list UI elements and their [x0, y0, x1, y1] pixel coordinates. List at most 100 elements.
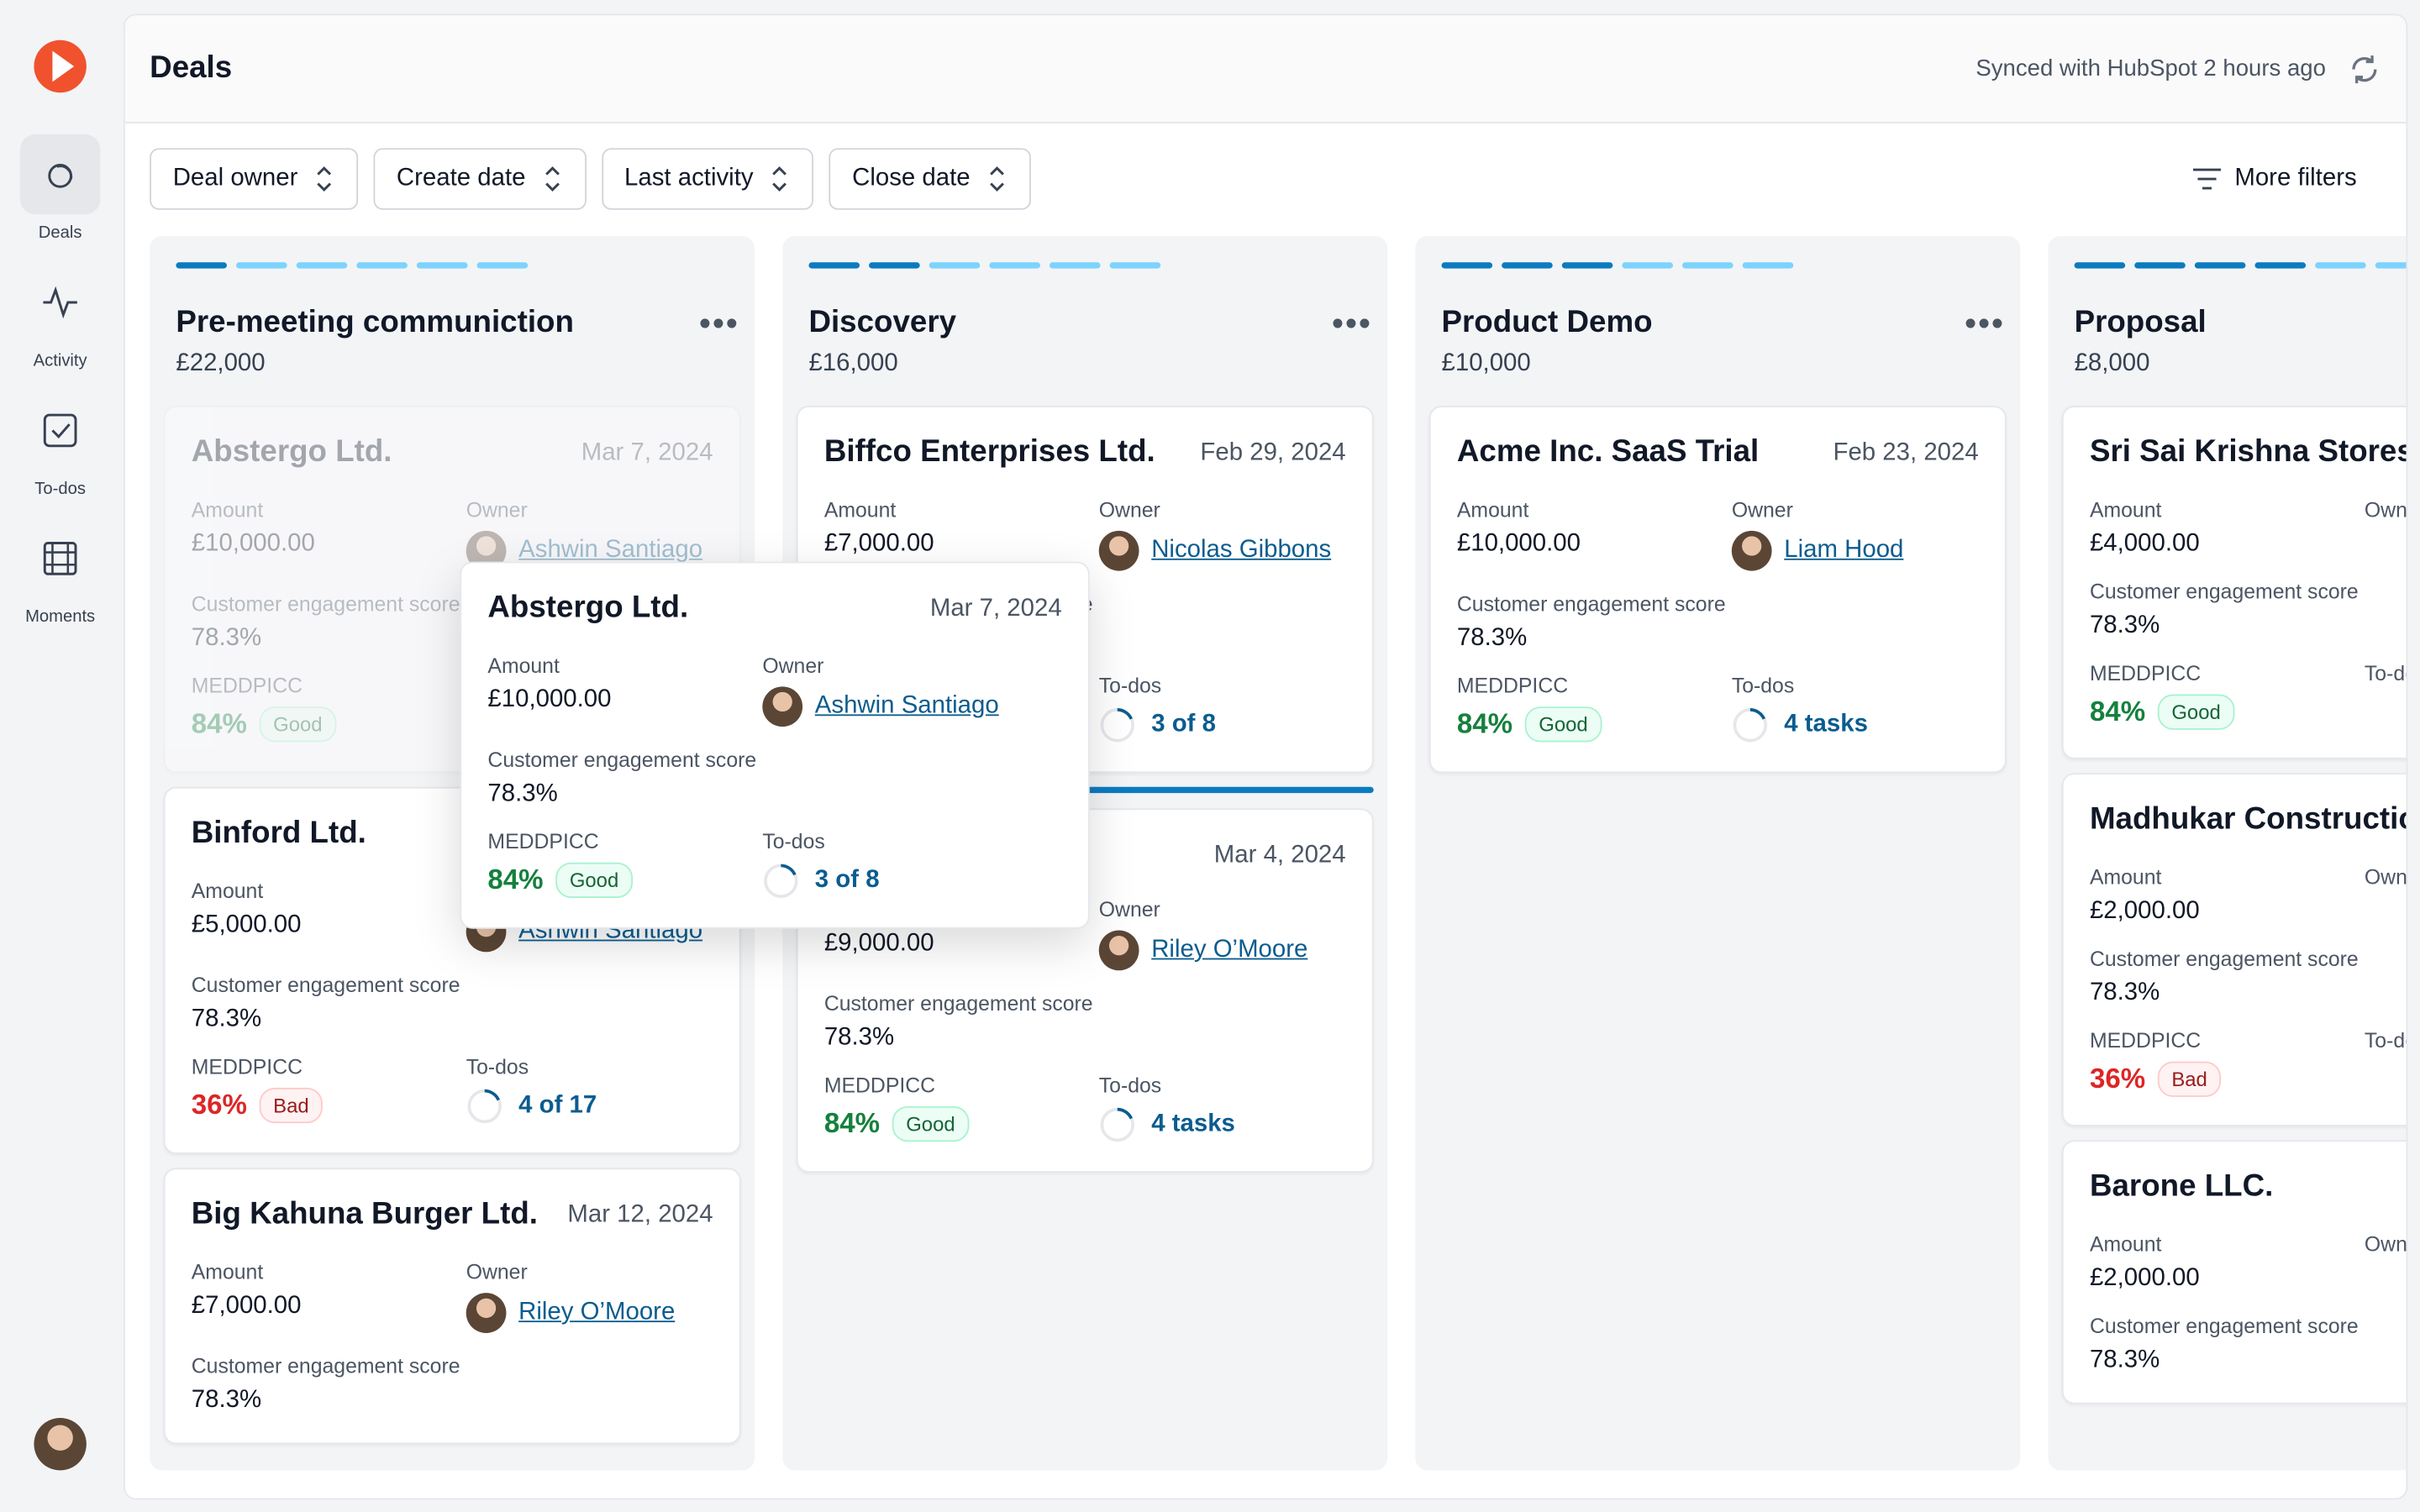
- progress-segment: [2194, 262, 2246, 269]
- todos[interactable]: 4 of 17: [466, 1088, 713, 1125]
- pipeline-column: Proposal £8,000 Sri Sai Krishna Stores Amou…: [2048, 236, 2408, 1471]
- stage-progress: [782, 236, 1387, 269]
- field-label: Amount: [823, 498, 897, 522]
- card-header: Mar 4, 2024: [824, 837, 1346, 870]
- deal-name: Madhukar Construction Needs: [2089, 802, 2407, 837]
- progress-segment: [2315, 262, 2366, 269]
- deal-name: Sri Sai Krishna Stores: [2089, 434, 2408, 470]
- icon: [1100, 708, 1135, 743]
- nav-item[interactable]: Moments: [0, 518, 120, 627]
- filter-button[interactable]: Create date: [373, 148, 587, 210]
- field: Amount £10,000.00: [1457, 498, 1732, 570]
- deal-card[interactable]: Madhukar Construction Needs Amount £2,000.…: [2061, 773, 2407, 1126]
- meddpicc: 36% Bad: [192, 1087, 466, 1124]
- todos[interactable]: 3 of 8: [762, 863, 1061, 900]
- card-header: Madhukar Construction Needs: [2090, 802, 2407, 837]
- progress-segment: [1742, 262, 1794, 269]
- deal-card[interactable]: Acme Inc. SaaS Trial Feb 23, 2024 Amount £1…: [1428, 406, 2007, 774]
- field-label: Amount: [2089, 865, 2162, 889]
- owner-avatar: [1731, 530, 1772, 571]
- dragged-card[interactable]: Abstergo Ltd. Mar 7, 2024 Amount £10,000.00…: [460, 561, 1090, 929]
- owner: Ashwin Santiago: [762, 686, 1061, 727]
- more-filters-label: More filters: [2234, 165, 2357, 192]
- page-title: Deals: [150, 50, 233, 86]
- field-label: Amount: [2089, 1232, 2162, 1257]
- todos[interactable]: 4 tasks: [1732, 706, 1979, 743]
- owner-link[interactable]: Riley O’Moore: [1151, 936, 1308, 963]
- filter-button[interactable]: Last activity: [601, 148, 814, 210]
- filter-button[interactable]: Close date: [829, 148, 1031, 210]
- field: Amount £10,000.00: [192, 498, 466, 570]
- card-header: Acme Inc. SaaS Trial Feb 23, 2024: [1457, 435, 1979, 470]
- filter-button[interactable]: Deal owner: [150, 148, 359, 210]
- nav-icon: [20, 262, 101, 343]
- field-label: Owner: [466, 1260, 528, 1284]
- engagement-score: 78.3%: [2089, 979, 2160, 1006]
- todos[interactable]: 3 of 8: [1099, 706, 1346, 743]
- meddpicc-score: 84%: [2089, 696, 2146, 727]
- deal-date: Mar 7, 2024: [929, 595, 1062, 622]
- deal-fields: Amount £2,000.00 Owner Customer engagement …: [2090, 1233, 2407, 1375]
- column-menu[interactable]: •••: [1331, 303, 1372, 343]
- nav-item[interactable]: To-dos: [0, 391, 120, 498]
- progress-segment: [356, 262, 408, 269]
- progress-segment: [1502, 262, 1553, 269]
- column-title: Proposal: [2074, 305, 2207, 340]
- deal-date: Mar 12, 2024: [567, 1201, 713, 1229]
- field: Owner Ashwin Santiago: [762, 654, 1061, 727]
- column-menu[interactable]: •••: [1964, 303, 2005, 343]
- meddpicc: 84% Good: [2089, 694, 2365, 730]
- owner-link[interactable]: Liam Hood: [1784, 537, 1904, 564]
- column-menu[interactable]: •••: [698, 303, 739, 343]
- user-avatar[interactable]: [34, 1417, 87, 1471]
- progress-segment: [1049, 262, 1101, 269]
- more-filters[interactable]: More filters: [2191, 148, 2381, 209]
- owner: Riley O’Moore: [466, 1293, 713, 1333]
- deal-card[interactable]: Big Kahuna Burger Ltd. Mar 12, 2024 Amount…: [163, 1168, 741, 1445]
- field-label: Owner: [1098, 897, 1160, 921]
- field: To-dos 3 of 8: [762, 830, 1061, 900]
- deal-fields: Amount £7,000.00 Owner Riley O’Moore Custome…: [192, 1261, 713, 1415]
- field: Owner: [2365, 498, 2407, 559]
- progress-segment: [236, 262, 287, 269]
- owner-link[interactable]: Nicolas Gibbons: [1151, 537, 1332, 564]
- progress-segment: [869, 262, 920, 269]
- deal-date: Mar 4, 2024: [1213, 842, 1346, 869]
- deal-fields: Amount £4,000.00 Owner Customer engagement …: [2089, 498, 2407, 730]
- sync-status: Synced with HubSpot 2 hours ago: [1975, 55, 2326, 82]
- field: MEDDPICC 36% Bad: [192, 1055, 466, 1125]
- owner: Liam Hood: [1731, 530, 1979, 571]
- engagement-score: 78.3%: [191, 1387, 262, 1414]
- owner-link[interactable]: Ashwin Santiago: [814, 692, 999, 719]
- column-title: Pre-meeting communiction: [176, 305, 574, 340]
- owner-avatar: [1098, 530, 1139, 571]
- deal-fields: Amount £2,000.00 Owner Customer engagement …: [2089, 865, 2406, 1097]
- owner-avatar: [762, 686, 803, 727]
- pipeline-column: Product Demo £10,000 ••• Acme Inc. SaaS Tri…: [1415, 236, 2021, 1471]
- field: Customer engagement score 78.3%: [487, 748, 1061, 809]
- nav-item[interactable]: Activity: [0, 262, 120, 370]
- nav-item[interactable]: Deals: [0, 134, 120, 242]
- owner-link[interactable]: Ashwin Santiago: [518, 537, 703, 564]
- owner-link[interactable]: Riley O’Moore: [518, 1299, 676, 1326]
- amount: £9,000.00: [823, 930, 934, 957]
- nav-icon: [20, 518, 101, 599]
- field-label: MEDDPICC: [2089, 661, 2202, 685]
- field-label: Amount: [191, 498, 264, 522]
- icon: [48, 164, 73, 188]
- meddpicc: 84% Good: [824, 1105, 1099, 1142]
- deal-card[interactable]: Barone LLC. Amount £2,000.00 Owner Customer …: [2061, 1140, 2407, 1404]
- rating-badge: Good: [555, 862, 633, 898]
- sync-button[interactable]: [2348, 52, 2381, 86]
- field-label: Customer engagement score: [191, 973, 460, 997]
- field: Customer engagement score 78.3%: [192, 974, 713, 1034]
- field-label: Customer engagement score: [191, 592, 460, 616]
- card-header: Abstergo Ltd. Mar 7, 2024: [487, 591, 1061, 626]
- column-total: £10,000: [1441, 349, 1531, 377]
- rating-badge: Good: [2157, 694, 2235, 730]
- todos[interactable]: 4 tasks: [1099, 1106, 1346, 1143]
- owner: Riley O’Moore: [1098, 930, 1346, 971]
- nav-icon: [20, 391, 101, 471]
- deal-card[interactable]: Sri Sai Krishna Stores Amount £4,000.00 Own…: [2061, 406, 2408, 759]
